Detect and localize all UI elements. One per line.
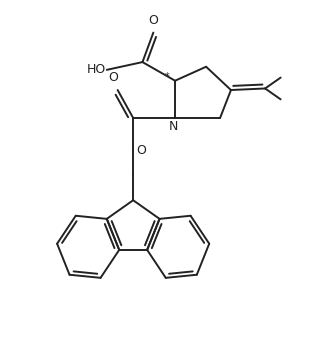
Text: O: O xyxy=(136,144,146,157)
Text: N: N xyxy=(169,120,178,132)
Text: O: O xyxy=(108,71,118,85)
Text: *: * xyxy=(165,72,170,82)
Text: O: O xyxy=(149,14,158,27)
Text: HO: HO xyxy=(86,63,106,76)
